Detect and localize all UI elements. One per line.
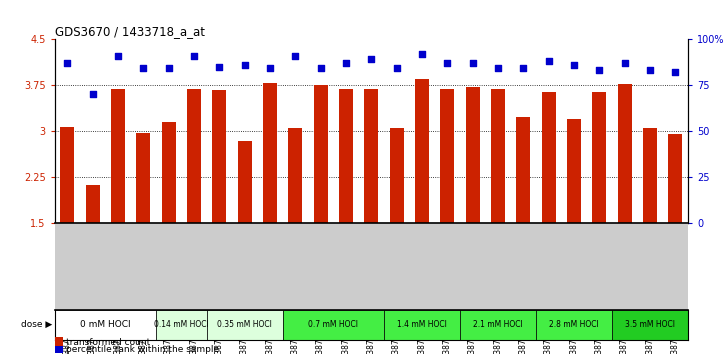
Point	[163, 65, 175, 71]
Text: 3.5 mM HOCl: 3.5 mM HOCl	[625, 320, 675, 329]
Bar	[593, 92, 606, 223]
Point	[441, 60, 453, 66]
Bar	[384, 310, 460, 340]
Point	[644, 67, 656, 73]
Text: 0.35 mM HOCl: 0.35 mM HOCl	[217, 320, 272, 329]
Bar	[460, 310, 536, 340]
Bar	[516, 117, 530, 223]
Bar	[466, 87, 480, 223]
Bar	[136, 133, 150, 223]
Text: 2.1 mM HOCl: 2.1 mM HOCl	[473, 320, 523, 329]
Bar	[536, 310, 612, 340]
Bar	[440, 89, 454, 223]
Point	[239, 62, 250, 68]
Point	[670, 69, 681, 75]
Point	[518, 65, 529, 71]
Bar	[612, 310, 688, 340]
Bar	[288, 128, 302, 223]
Point	[112, 53, 124, 58]
Point	[138, 65, 149, 71]
Bar	[237, 141, 252, 223]
Bar	[567, 119, 581, 223]
Point	[61, 60, 73, 66]
Bar	[187, 89, 201, 223]
Bar	[415, 79, 429, 223]
Text: 0.14 mM HOCl: 0.14 mM HOCl	[154, 320, 209, 329]
Point	[188, 53, 199, 58]
Point	[593, 67, 605, 73]
Bar	[542, 92, 555, 223]
Text: percentile rank within the sample: percentile rank within the sample	[66, 345, 218, 354]
Bar	[282, 310, 384, 340]
Bar	[86, 185, 100, 223]
Bar	[364, 88, 379, 223]
Point	[264, 65, 276, 71]
Bar	[668, 134, 682, 223]
Bar	[617, 84, 632, 223]
Text: GDS3670 / 1433718_a_at: GDS3670 / 1433718_a_at	[55, 25, 205, 38]
Bar	[111, 89, 125, 223]
Bar	[55, 310, 156, 340]
Point	[87, 91, 98, 97]
Text: 0 mM HOCl: 0 mM HOCl	[80, 320, 130, 329]
Point	[467, 60, 478, 66]
Text: transformed count: transformed count	[66, 338, 150, 347]
Point	[213, 64, 225, 69]
Text: 2.8 mM HOCl: 2.8 mM HOCl	[549, 320, 599, 329]
Bar	[60, 127, 74, 223]
Point	[365, 56, 377, 62]
Text: 1.4 mM HOCl: 1.4 mM HOCl	[397, 320, 447, 329]
Point	[340, 60, 352, 66]
Point	[290, 53, 301, 58]
Point	[391, 65, 403, 71]
Point	[568, 62, 579, 68]
Bar	[389, 128, 403, 223]
Bar	[162, 122, 175, 223]
Bar	[491, 89, 505, 223]
Bar	[314, 85, 328, 223]
Point	[543, 58, 555, 64]
Text: 0.7 mM HOCl: 0.7 mM HOCl	[308, 320, 358, 329]
Bar	[643, 128, 657, 223]
Bar	[339, 89, 353, 223]
Point	[416, 51, 428, 57]
Bar	[263, 83, 277, 223]
Point	[314, 65, 326, 71]
Point	[492, 65, 504, 71]
Text: dose ▶: dose ▶	[20, 320, 52, 329]
Bar	[213, 90, 226, 223]
Bar	[207, 310, 282, 340]
Bar	[156, 310, 207, 340]
Point	[619, 60, 630, 66]
